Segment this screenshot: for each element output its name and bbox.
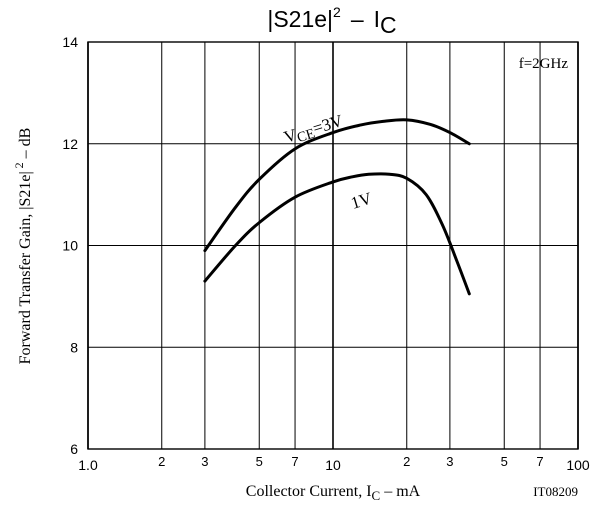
title-dash: –	[351, 6, 364, 32]
x-tick-label: 7	[291, 454, 298, 469]
title-sub: C	[380, 12, 397, 38]
title-i: I	[374, 6, 380, 32]
x-axis-label-pre: Collector Current, I	[246, 483, 372, 500]
plot-frame	[87, 41, 579, 450]
title-bar-left: |	[267, 6, 273, 32]
y-axis-bar-right: |	[17, 171, 34, 174]
y-axis-bar-left: |	[17, 207, 34, 210]
title-sup: 2	[333, 4, 341, 20]
y-tick-label: 8	[70, 339, 78, 355]
x-tick-label: 3	[446, 454, 453, 469]
x-tick-label: 3	[201, 454, 208, 469]
series-group	[203, 118, 471, 296]
x-tick-label: 1.0	[78, 457, 98, 473]
title-bar-right: |	[327, 6, 333, 32]
y-tick-label: 14	[62, 34, 78, 50]
series-line-vce3v	[203, 118, 471, 253]
series-label-sub: CE	[295, 127, 316, 147]
y-axis-label: Forward Transfer Gain, |S21e| 2 – dB	[12, 128, 34, 365]
y-tick-labels: 6 8 10 12 14	[62, 34, 78, 457]
series-label-1v: 1V	[349, 188, 375, 212]
series-label-rest: =3V	[310, 111, 345, 138]
x-axis-label-post: – mA	[380, 483, 420, 500]
y-tick-label: 12	[62, 136, 78, 152]
x-tick-label: 7	[536, 454, 543, 469]
x-axis-label-sub: C	[372, 488, 381, 503]
title-main: S21e	[273, 6, 327, 32]
x-tick-label: 100	[566, 457, 590, 473]
y-tick-label: 6	[70, 441, 78, 457]
x-tick-label: 10	[325, 457, 341, 473]
x-tick-label: 5	[256, 454, 263, 469]
x-axis-label: Collector Current, IC – mA	[246, 483, 421, 503]
figure-code: IT08209	[533, 484, 578, 499]
y-tick-label: 10	[62, 238, 78, 254]
y-axis-label-pre: Forward Transfer Gain,	[17, 210, 34, 365]
y-axis-label-post: – dB	[17, 128, 34, 163]
chart-title: |S21e|2– IC	[267, 4, 396, 38]
x-tick-label: 2	[403, 454, 410, 469]
y-axis-label-main: S21e	[17, 175, 34, 207]
x-tick-labels: 2 3 5 7 2 3 5 7 1.0 10 100	[78, 454, 590, 473]
x-tick-label: 2	[158, 454, 165, 469]
y-axis-label-sup: 2	[12, 162, 26, 168]
series-line-1v	[203, 172, 471, 296]
x-tick-label: 5	[501, 454, 508, 469]
frequency-annotation: f=2GHz	[519, 56, 569, 72]
